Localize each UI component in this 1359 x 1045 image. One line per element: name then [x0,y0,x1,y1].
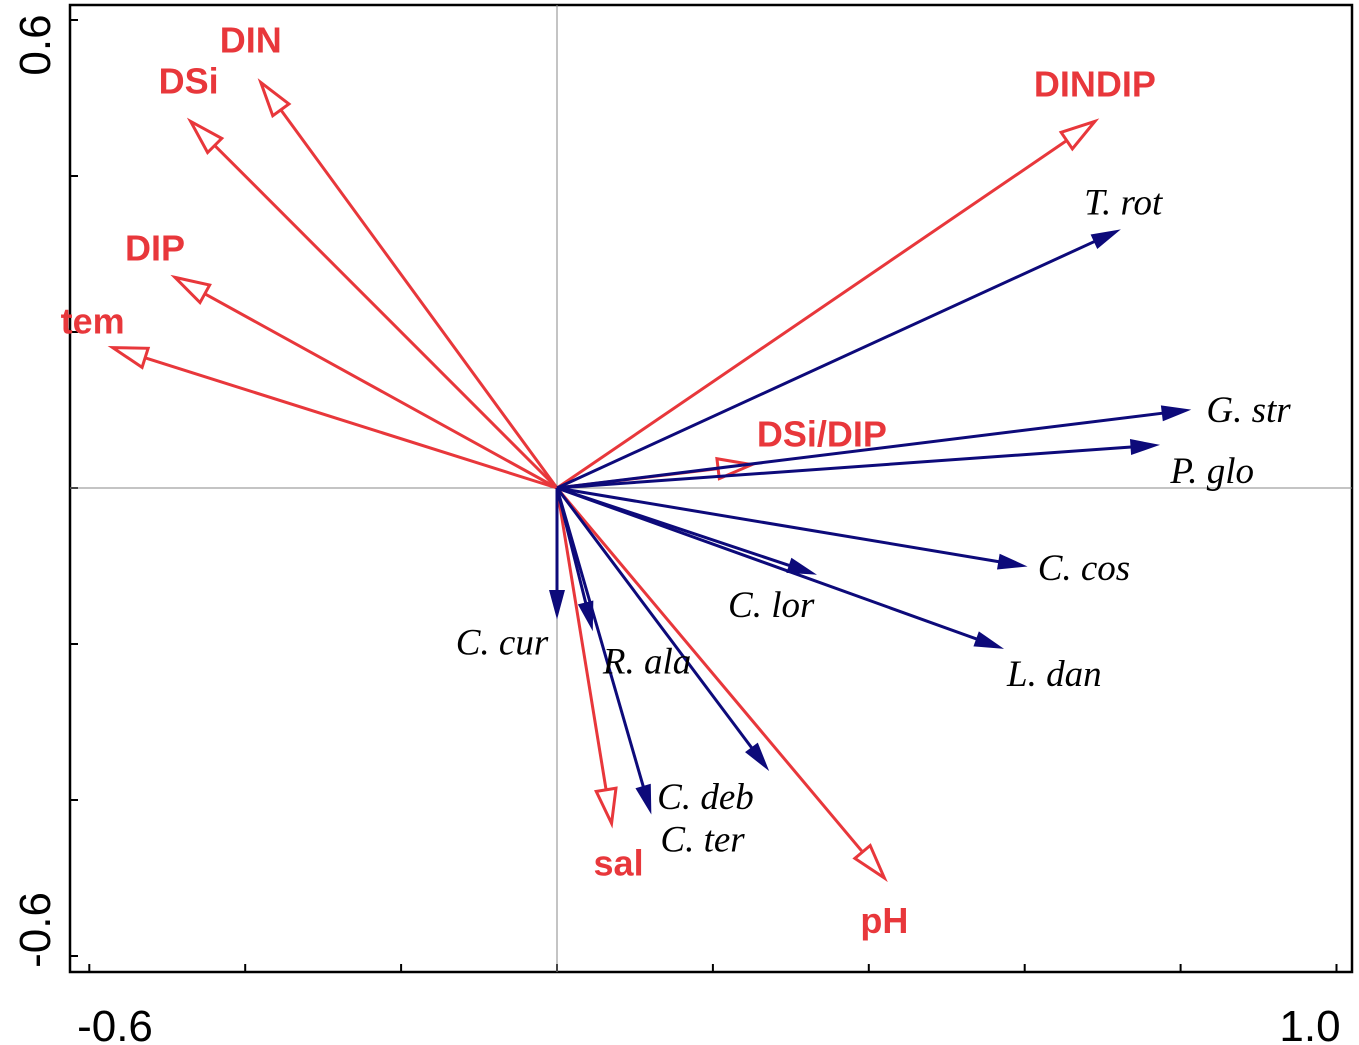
vector-line-c-deb [555,487,754,749]
x-tick-label-min: -0.6 [77,1002,153,1045]
vector-arrowhead-tem [107,345,151,370]
vector-line-sal [555,487,608,791]
vector-line-dindip [556,139,1068,490]
vector-label-t-rot: T. rot [1084,183,1164,224]
vector-arrowhead-c-lor [786,557,817,575]
vector-arrowhead-c-deb [745,742,770,772]
vector-label-dsi: DSi [159,60,219,101]
vector-label-g-str: G. str [1206,390,1291,431]
x-tick-label-max: 1.0 [1279,1002,1340,1045]
vector-label-dindip: DINDIP [1034,63,1156,104]
vector-label-tem: tem [61,301,125,342]
vector-label-c-cos: C. cos [1038,548,1131,589]
vector-line-c-cos [556,486,1000,564]
vector-line-dsi [213,144,559,490]
vector-arrowhead-ph [852,843,888,883]
vector-line-p-glo [556,445,1132,490]
vector-line-t-rot [556,240,1096,490]
vector-label-c-cur: C. cur [456,623,549,664]
vector-line-din [279,108,559,489]
vector-label-c-ter: C. ter [660,820,745,861]
arrows [107,78,1192,883]
vector-arrowhead-dip [170,274,212,306]
vector-line-l-dan [556,486,978,641]
y-tick-label-min: -0.6 [11,892,60,968]
y-tick-label-max: 0.6 [11,14,60,75]
vector-line-c-ter [555,487,645,788]
vector-label-sal: sal [594,842,644,883]
vector-label-dsi-dip: DSi/DIP [757,414,887,455]
vector-arrowhead-sal [594,786,618,829]
vector-arrowhead-t-rot [1090,229,1121,250]
vector-line-dip [204,292,558,490]
vector-arrowhead-g-str [1160,405,1192,422]
vector-line-ph [555,487,864,853]
vector-arrowhead-c-cur [549,589,565,620]
vector-label-l-dan: L. dan [1006,654,1102,695]
vector-label-p-glo: P. glo [1169,451,1254,492]
vector-label-c-lor: C. lor [728,585,815,626]
vector-label-ph: pH [860,900,908,941]
vector-line-c-lor [556,486,791,567]
vector-arrowhead-c-ter [635,783,652,815]
vector-line-g-str [556,411,1163,490]
vector-arrowhead-dsi [186,117,225,155]
vector-arrowhead-dindip [1058,118,1100,152]
vector-arrowhead-din [257,78,292,119]
vector-line-tem [144,356,558,490]
vector-label-din: DIN [220,19,282,60]
vector-label-c-deb: C. deb [657,777,754,818]
vector-arrowhead-p-glo [1129,439,1161,455]
vector-arrowhead-l-dan [973,631,1005,649]
vector-label-r-ala: R. ala [602,641,691,682]
vector-label-dip: DIP [125,227,185,268]
vector-arrowhead-c-cos [997,553,1028,570]
